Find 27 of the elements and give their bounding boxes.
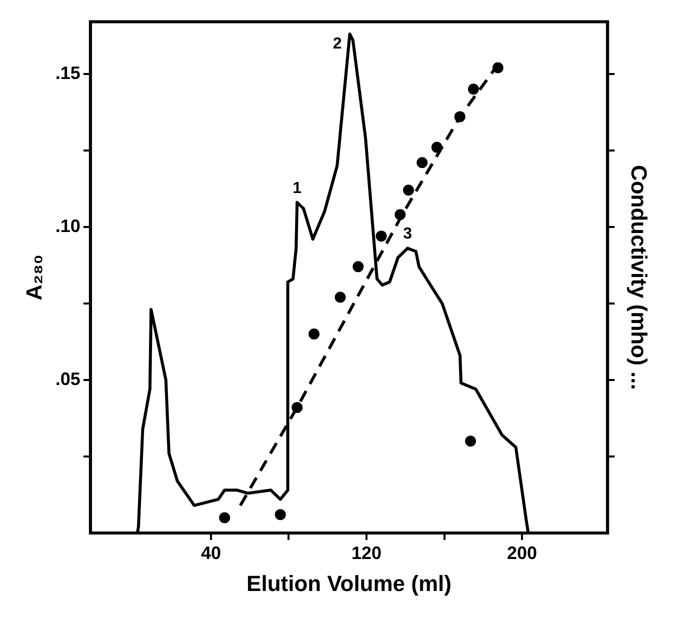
point bbox=[334, 292, 346, 303]
x-tick-label: 200 bbox=[507, 542, 538, 563]
point bbox=[403, 184, 414, 196]
point bbox=[308, 328, 320, 340]
point bbox=[416, 157, 428, 168]
point bbox=[468, 84, 479, 95]
y-axis-title: A₂₈₀ bbox=[21, 254, 46, 300]
x-tick-label: 40 bbox=[200, 542, 221, 563]
point bbox=[394, 209, 406, 220]
point bbox=[454, 111, 466, 122]
point bbox=[352, 261, 364, 272]
point bbox=[431, 142, 442, 153]
point bbox=[219, 512, 230, 524]
point bbox=[465, 436, 476, 447]
y2-axis-title: Conductivity (mho) ... bbox=[626, 164, 652, 390]
x-tick-label: 120 bbox=[351, 542, 382, 563]
point bbox=[492, 62, 504, 74]
y-tick-label: .10 bbox=[55, 216, 80, 236]
point bbox=[376, 230, 387, 242]
y-tick-label: .15 bbox=[55, 62, 80, 83]
point bbox=[274, 509, 286, 520]
x-axis-title: Elution Volume (ml) bbox=[246, 570, 452, 596]
annotation: 2 bbox=[332, 35, 342, 52]
point bbox=[292, 402, 303, 413]
annotation: 1 bbox=[292, 180, 302, 197]
annotation: 3 bbox=[403, 226, 412, 243]
y-tick-label: .05 bbox=[55, 368, 80, 389]
